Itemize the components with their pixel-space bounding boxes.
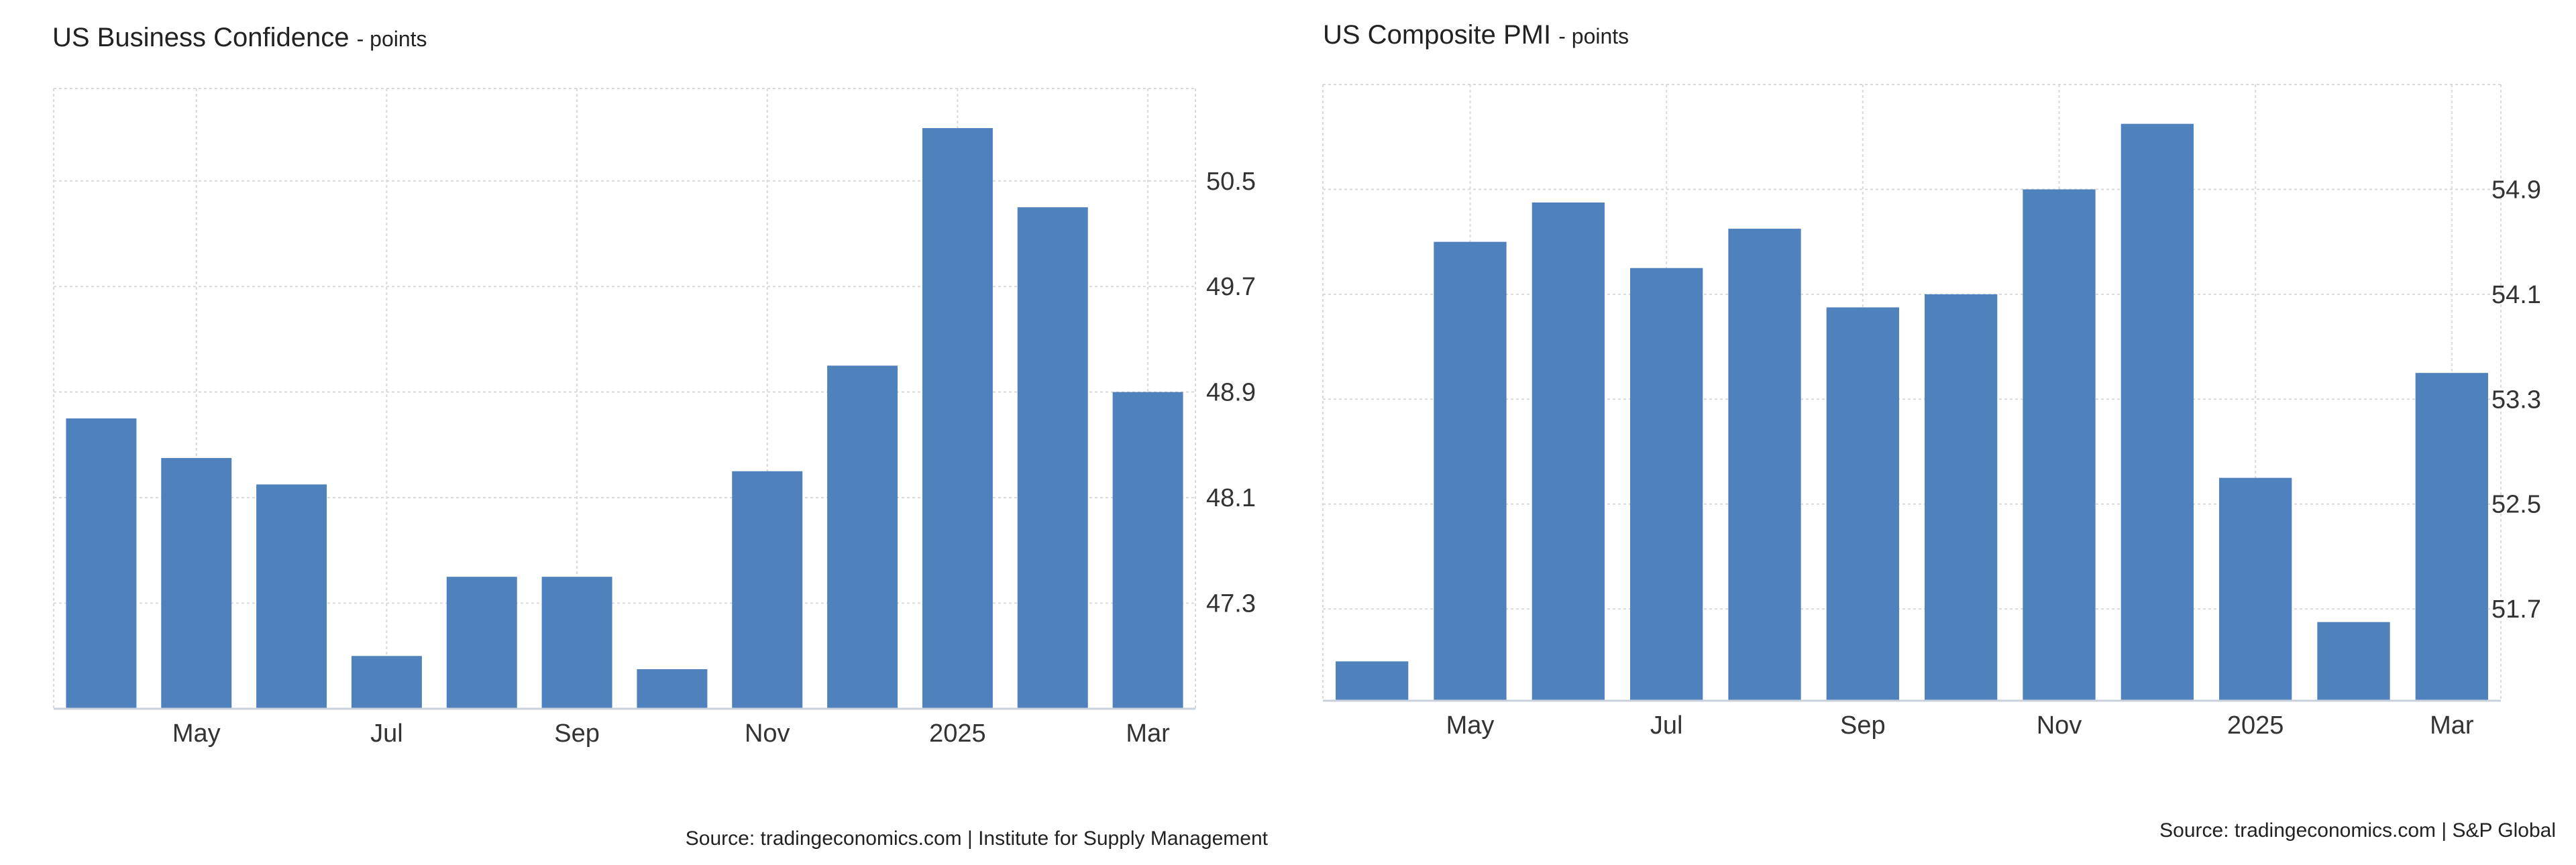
chart-title: US Business Confidence - points	[52, 23, 427, 53]
x-tick-label: 2025	[2227, 711, 2284, 740]
chart-unit: - points	[1558, 24, 1629, 48]
bar-2024-06	[1532, 202, 1605, 701]
chart-source: Source: tradingeconomics.com | Institute…	[685, 827, 1268, 850]
business-confidence-panel: US Business Confidence - points 47.3 48.1…	[52, 23, 1268, 850]
y-tick-label: 47.3	[1206, 590, 1256, 618]
bar-2024-07	[351, 656, 422, 709]
composite-pmi-chart: 51.7 52.5 53.3 54.1 54.9 May Jul Sep Nov 2025 Mar	[1322, 84, 2541, 740]
bar-2024-06	[256, 484, 327, 709]
x-tick-label: 2025	[929, 719, 986, 748]
x-tick-label: Nov	[745, 719, 790, 748]
y-tick-label: 51.7	[2491, 595, 2541, 624]
bar-2025-01	[922, 128, 993, 709]
business-confidence-chart: 47.3 48.1 48.9 49.7 50.5 May Jul Sep Nov 2025 Mar	[53, 88, 1256, 748]
chart-unit-text: points	[370, 27, 427, 51]
bar-2024-09	[541, 577, 612, 709]
bar-2024-11	[2023, 189, 2096, 701]
x-tick-label: May	[172, 719, 221, 748]
x-tick-label: Jul	[1650, 711, 1683, 740]
bar-2024-12	[827, 365, 898, 709]
x-tick-label: Sep	[554, 719, 600, 748]
bar-2025-02	[1017, 207, 1088, 709]
y-tick-label: 53.3	[2491, 386, 2541, 414]
bar-2024-10	[1925, 294, 1998, 701]
bar-2024-05	[161, 458, 232, 709]
y-tick-label: 48.1	[1206, 484, 1256, 512]
bar-2025-03	[2415, 373, 2488, 701]
y-tick-label: 54.1	[2491, 281, 2541, 309]
bar-2024-04	[66, 418, 137, 709]
bar-series	[1336, 123, 2488, 701]
bar-2024-10	[637, 669, 708, 709]
y-tick-label: 52.5	[2491, 491, 2541, 519]
bar-2024-04	[1336, 661, 1409, 701]
bar-2024-07	[1630, 268, 1703, 701]
x-tick-label: Mar	[2430, 711, 2474, 740]
bar-2024-08	[1728, 229, 1801, 701]
y-tick-label: 54.9	[2491, 176, 2541, 204]
chart-title-text: US Composite PMI	[1323, 20, 1552, 50]
bar-2025-02	[2317, 622, 2390, 701]
y-tick-label: 50.5	[1206, 168, 1256, 196]
chart-title-text: US Business Confidence	[52, 23, 350, 52]
y-tick-label: 48.9	[1206, 379, 1256, 407]
bar-2025-03	[1112, 392, 1183, 709]
bar-2024-11	[732, 471, 803, 709]
bar-2024-08	[446, 577, 517, 709]
chart-unit-text: points	[1571, 24, 1629, 48]
bar-2024-12	[2121, 123, 2194, 701]
y-tick-label: 49.7	[1206, 273, 1256, 301]
bar-2025-01	[2219, 477, 2292, 701]
bar-series	[66, 128, 1183, 709]
bar-2024-09	[1826, 307, 1899, 701]
chart-source: Source: tradingeconomics.com | S&P Globa…	[2159, 819, 2556, 842]
x-tick-label: Mar	[1126, 719, 1170, 748]
chart-unit: - points	[356, 27, 427, 51]
bar-2024-05	[1434, 241, 1507, 701]
x-tick-label: May	[1446, 711, 1495, 740]
composite-pmi-panel: US Composite PMI - points 51.7 52.5 53.3 54…	[1288, 0, 2576, 865]
chart-title: US Composite PMI - points	[1323, 20, 1629, 50]
x-tick-label: Jul	[370, 719, 403, 748]
x-tick-label: Nov	[2037, 711, 2082, 740]
x-tick-label: Sep	[1840, 711, 1886, 740]
